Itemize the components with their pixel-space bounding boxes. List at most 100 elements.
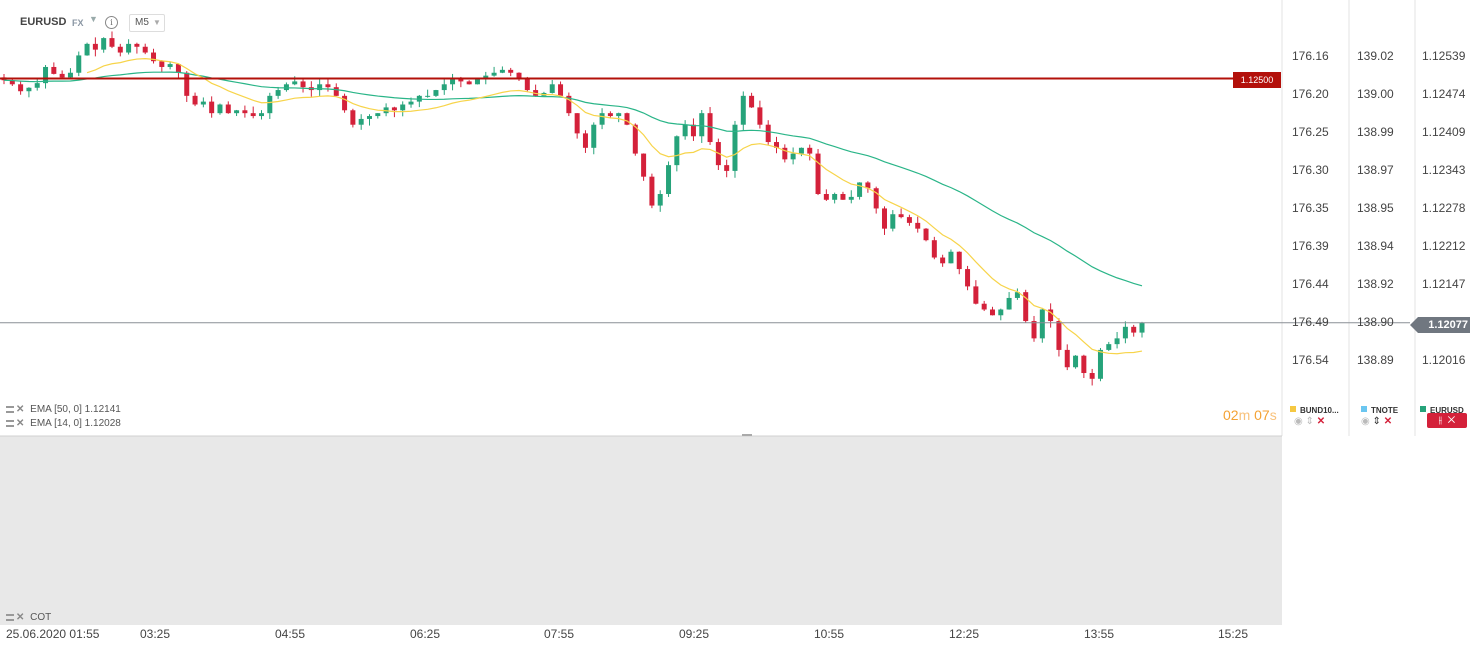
price-tick-label: 138.99 bbox=[1357, 125, 1394, 139]
close-icon[interactable]: ✕ bbox=[16, 612, 25, 623]
candle-body bbox=[167, 64, 173, 67]
candle-body bbox=[217, 104, 223, 114]
timeframe-select[interactable]: M5 ▼ bbox=[129, 14, 165, 32]
candle-body bbox=[857, 182, 863, 197]
close-icon[interactable]: ✕ bbox=[1447, 415, 1456, 426]
candle-body bbox=[682, 124, 688, 137]
price-tick-label: 138.89 bbox=[1357, 353, 1394, 367]
candle-body bbox=[906, 217, 912, 223]
candle-body bbox=[225, 104, 231, 114]
candle-body bbox=[989, 309, 995, 316]
candle-body bbox=[1048, 309, 1054, 322]
candle-body bbox=[840, 194, 846, 200]
panel-resize-handle[interactable] bbox=[742, 434, 752, 436]
close-icon[interactable]: ✕ bbox=[1383, 416, 1393, 427]
sort-icon[interactable]: ⇕ bbox=[1372, 416, 1381, 427]
candle-body bbox=[890, 214, 896, 229]
price-tick-label: 1.12409 bbox=[1422, 125, 1466, 139]
candle-body bbox=[1023, 292, 1029, 322]
series-color-swatch bbox=[1290, 405, 1296, 412]
price-tick-label: 1.12474 bbox=[1422, 87, 1466, 101]
countdown-minutes: 02 bbox=[1223, 407, 1239, 423]
candle-body bbox=[317, 84, 323, 91]
candle-body bbox=[400, 104, 406, 111]
price-tick-label: 1.12539 bbox=[1422, 49, 1466, 63]
symbol-name[interactable]: EURUSD bbox=[20, 16, 67, 28]
candle-body bbox=[192, 95, 198, 105]
candle-body bbox=[142, 46, 148, 53]
settings-icon[interactable] bbox=[6, 419, 14, 427]
candle-body bbox=[499, 69, 505, 73]
series-color-swatch bbox=[1361, 405, 1367, 412]
indicator-label: COT bbox=[30, 612, 52, 623]
time-tick-label: 15:25 bbox=[1218, 627, 1249, 641]
candle-body bbox=[574, 113, 580, 134]
candle-body bbox=[433, 90, 439, 96]
candle-body bbox=[358, 118, 364, 125]
candle-body bbox=[101, 38, 107, 50]
candle-body bbox=[1106, 344, 1112, 350]
ema50-line bbox=[3, 71, 1143, 287]
eye-icon[interactable]: ◉ bbox=[1294, 416, 1303, 427]
candle-body bbox=[832, 194, 838, 200]
candle-body bbox=[774, 142, 780, 148]
candle-body bbox=[1122, 326, 1128, 339]
legend-tnote[interactable]: TNOTE bbox=[1361, 400, 1398, 418]
candle-body bbox=[26, 87, 32, 92]
settings-icon[interactable] bbox=[6, 613, 14, 621]
sort-icon[interactable]: ⇕ bbox=[1305, 416, 1314, 427]
candle-body bbox=[915, 222, 921, 229]
price-tick-label: 138.95 bbox=[1357, 201, 1394, 215]
price-tick-label: 1.12212 bbox=[1422, 239, 1466, 253]
settings-icon[interactable] bbox=[6, 405, 14, 413]
candle-body bbox=[151, 52, 157, 62]
candle-body bbox=[1014, 292, 1020, 298]
indicator-ema50[interactable]: ✕ EMA [50, 0] 1.12141 bbox=[6, 404, 121, 415]
candle-body bbox=[940, 257, 946, 264]
current-price-badge: 1.12077 bbox=[1410, 317, 1470, 333]
price-tick-label: 176.44 bbox=[1292, 277, 1329, 291]
indicator-value: 1.12141 bbox=[84, 404, 121, 415]
price-tick-label: 1.12343 bbox=[1422, 163, 1466, 177]
candle-body bbox=[807, 147, 813, 154]
price-tick-label: 176.30 bbox=[1292, 163, 1329, 177]
candle-body bbox=[242, 110, 248, 114]
time-tick-label: 04:55 bbox=[275, 627, 306, 641]
cot-panel bbox=[0, 436, 1282, 625]
candle-body bbox=[740, 95, 746, 125]
level-price-badge[interactable]: 1.12500 bbox=[1233, 72, 1281, 88]
candle-body bbox=[674, 136, 680, 166]
candle-body bbox=[641, 153, 647, 177]
indicator-cot[interactable]: ✕ COT bbox=[6, 612, 51, 623]
indicator-ema14[interactable]: ✕ EMA [14, 0] 1.12028 bbox=[6, 418, 121, 429]
candle-body bbox=[956, 251, 962, 270]
close-icon[interactable]: ✕ bbox=[16, 404, 25, 415]
legend-bund-controls: ◉ ⇕ ✕ bbox=[1294, 416, 1325, 427]
countdown-sec-unit: s bbox=[1269, 407, 1277, 423]
price-tick-label: 139.00 bbox=[1357, 87, 1394, 101]
close-icon[interactable]: ✕ bbox=[1316, 416, 1326, 427]
legend-eurusd[interactable]: EURUSD bbox=[1420, 400, 1464, 418]
candle-body bbox=[491, 72, 497, 76]
candle-body bbox=[350, 110, 356, 125]
eye-icon[interactable]: ◉ bbox=[1361, 416, 1370, 427]
close-icon[interactable]: ✕ bbox=[16, 418, 25, 429]
candle-body bbox=[948, 251, 954, 264]
legend-eurusd-controls[interactable]: ⫲ ✕ bbox=[1427, 413, 1467, 428]
price-tick-label: 138.94 bbox=[1357, 239, 1394, 253]
symbol-dropdown-icon[interactable]: ▼ bbox=[89, 14, 98, 24]
legend-bund[interactable]: BUND10... bbox=[1290, 400, 1339, 418]
candle-body bbox=[790, 153, 796, 160]
countdown-min-unit: m bbox=[1238, 407, 1251, 423]
candle-body bbox=[558, 84, 564, 96]
time-tick-label: 07:55 bbox=[544, 627, 575, 641]
candle-body bbox=[616, 113, 622, 117]
candle-body bbox=[923, 228, 929, 241]
candles-icon[interactable]: ⫲ bbox=[1438, 415, 1443, 426]
candle-body bbox=[649, 176, 655, 206]
timeframe-value: M5 bbox=[135, 17, 149, 28]
candle-body bbox=[965, 269, 971, 287]
candle-body bbox=[184, 72, 190, 96]
info-icon[interactable]: i bbox=[105, 16, 118, 29]
